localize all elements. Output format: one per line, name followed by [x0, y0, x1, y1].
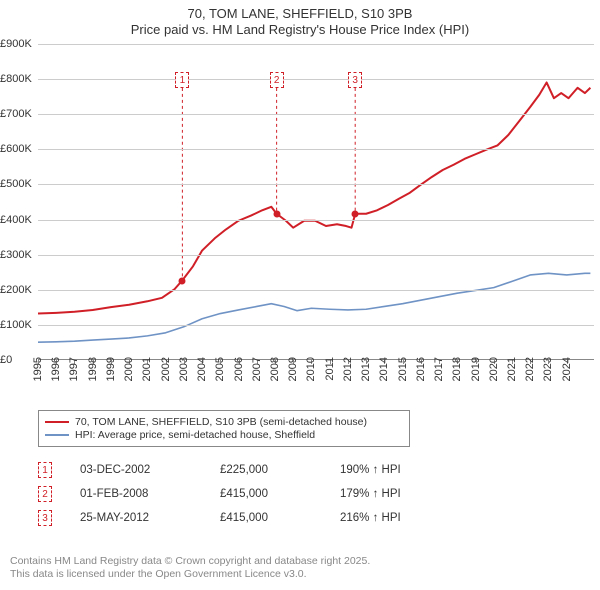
chart-svg	[38, 44, 594, 359]
footer-line-2: This data is licensed under the Open Gov…	[10, 568, 590, 582]
x-axis-label: 2006	[233, 357, 245, 381]
sale-marker: 3	[38, 510, 52, 526]
x-axis-label: 2001	[141, 357, 153, 381]
series-line-0	[38, 82, 590, 313]
x-axis-label: 2008	[269, 357, 281, 381]
x-axis-label: 2018	[451, 357, 463, 381]
x-axis-label: 2021	[506, 357, 518, 381]
gridline	[38, 220, 594, 221]
x-axis-label: 2019	[470, 357, 482, 381]
marker-dot-1	[179, 278, 186, 285]
y-axis-label: £800K	[0, 73, 40, 85]
y-axis-label: £300K	[0, 249, 40, 261]
x-axis-label: 1996	[50, 357, 62, 381]
x-axis-label: 2003	[178, 357, 190, 381]
x-axis-label: 2023	[542, 357, 554, 381]
sale-row: 2 01-FEB-2008£415,000179% ↑ HPI	[38, 482, 460, 506]
x-axis-label: 2024	[561, 357, 573, 381]
sale-date: 25-MAY-2012	[80, 512, 220, 524]
sale-price: £415,000	[220, 512, 340, 524]
sales-table: 1 03-DEC-2002£225,000190% ↑ HPI 2 01-FEB-20…	[38, 458, 460, 530]
y-axis-label: £0	[0, 354, 40, 366]
chart-area: 1995199619971998199920002001200220032004…	[0, 44, 600, 404]
gridline	[38, 44, 594, 45]
sale-row: 1 03-DEC-2002£225,000190% ↑ HPI	[38, 458, 460, 482]
plot-area: 1995199619971998199920002001200220032004…	[38, 44, 594, 360]
title-line-1: 70, TOM LANE, SHEFFIELD, S10 3PB	[0, 6, 600, 21]
footer-attribution: Contains HM Land Registry data © Crown c…	[10, 555, 590, 582]
x-axis-label: 2004	[196, 357, 208, 381]
x-axis-label: 2002	[160, 357, 172, 381]
x-axis-label: 2010	[305, 357, 317, 381]
sale-price: £225,000	[220, 464, 340, 476]
legend: 70, TOM LANE, SHEFFIELD, S10 3PB (semi-d…	[38, 410, 410, 447]
gridline	[38, 290, 594, 291]
legend-row: HPI: Average price, semi-detached house,…	[45, 429, 403, 441]
sale-date: 03-DEC-2002	[80, 464, 220, 476]
legend-swatch	[45, 421, 69, 423]
marker-box-1: 1	[175, 72, 189, 88]
sale-row: 3 25-MAY-2012£415,000216% ↑ HPI	[38, 506, 460, 530]
legend-row: 70, TOM LANE, SHEFFIELD, S10 3PB (semi-d…	[45, 416, 403, 428]
x-axis-label: 2014	[378, 357, 390, 381]
x-axis-label: 2020	[488, 357, 500, 381]
marker-dot-2	[273, 211, 280, 218]
sale-hpi: 190% ↑ HPI	[340, 464, 460, 476]
x-axis-label: 2005	[214, 357, 226, 381]
x-axis-label: 2015	[397, 357, 409, 381]
x-axis-label: 1997	[68, 357, 80, 381]
y-axis-label: £900K	[0, 38, 40, 50]
gridline	[38, 255, 594, 256]
gridline	[38, 325, 594, 326]
y-axis-label: £200K	[0, 284, 40, 296]
x-axis-label: 2012	[342, 357, 354, 381]
y-axis-label: £700K	[0, 108, 40, 120]
x-axis-label: 2013	[360, 357, 372, 381]
chart-title: 70, TOM LANE, SHEFFIELD, S10 3PB Price p…	[0, 0, 600, 37]
sale-hpi: 216% ↑ HPI	[340, 512, 460, 524]
sale-marker: 1	[38, 462, 52, 478]
title-line-2: Price paid vs. HM Land Registry's House …	[0, 22, 600, 37]
legend-label: HPI: Average price, semi-detached house,…	[75, 429, 315, 441]
series-line-1	[38, 273, 590, 342]
legend-label: 70, TOM LANE, SHEFFIELD, S10 3PB (semi-d…	[75, 416, 367, 428]
legend-swatch	[45, 434, 69, 436]
x-axis-label: 2009	[287, 357, 299, 381]
x-axis-label: 2022	[524, 357, 536, 381]
gridline	[38, 79, 594, 80]
sale-hpi: 179% ↑ HPI	[340, 488, 460, 500]
sale-date: 01-FEB-2008	[80, 488, 220, 500]
gridline	[38, 114, 594, 115]
y-axis-label: £400K	[0, 214, 40, 226]
x-axis-label: 1998	[87, 357, 99, 381]
y-axis-label: £100K	[0, 319, 40, 331]
gridline	[38, 184, 594, 185]
y-axis-label: £600K	[0, 143, 40, 155]
marker-box-3: 3	[348, 72, 362, 88]
footer-line-1: Contains HM Land Registry data © Crown c…	[10, 555, 590, 569]
gridline	[38, 149, 594, 150]
y-axis-label: £500K	[0, 178, 40, 190]
x-axis-label: 2016	[415, 357, 427, 381]
x-axis-label: 2000	[123, 357, 135, 381]
x-axis-label: 2007	[251, 357, 263, 381]
sale-marker: 2	[38, 486, 52, 502]
marker-box-2: 2	[270, 72, 284, 88]
marker-dot-3	[352, 211, 359, 218]
sale-price: £415,000	[220, 488, 340, 500]
x-axis-label: 1999	[105, 357, 117, 381]
x-axis-label: 2011	[324, 357, 336, 381]
x-axis-label: 2017	[433, 357, 445, 381]
